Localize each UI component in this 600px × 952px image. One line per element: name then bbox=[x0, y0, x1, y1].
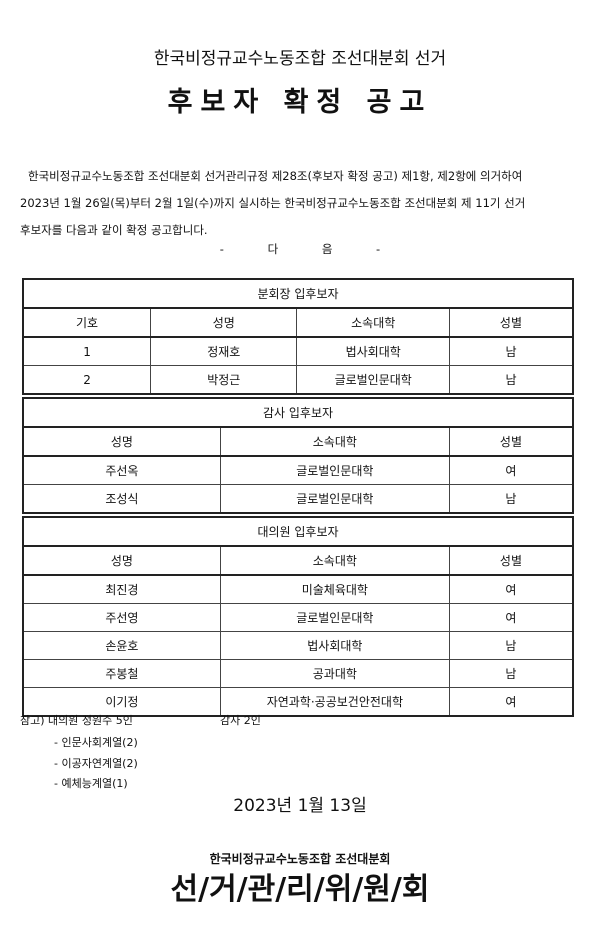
table-cell: 법사회대학 bbox=[219, 631, 450, 660]
candidate-table: 대의원 입후보자 성명 소속대학 성별 최진경 미술체육대학 여 주선영 글로벌인문대학 여 손윤호… bbox=[22, 516, 574, 717]
note-item: - 예체능계열(1) bbox=[54, 777, 128, 790]
table-row: 2 박정근 글로벌인문대학 남 bbox=[22, 365, 574, 395]
table-cell: 여 bbox=[448, 687, 574, 717]
table-cell: 글로벌인문대학 bbox=[219, 603, 450, 632]
note-audit: 감사 2인 bbox=[220, 714, 261, 727]
table-cell: 글로벌인문대학 bbox=[296, 365, 450, 395]
table-caption: 대의원 입후보자 bbox=[22, 516, 574, 547]
caption-row: 대의원 입후보자 bbox=[22, 516, 574, 547]
table-caption: 감사 입후보자 bbox=[22, 397, 574, 428]
candidate-table: 분회장 입후보자 기호 성명 소속대학 성별 1 정재호 법사회대학 남 2 박정근 글로벌인문대학 남 bbox=[22, 278, 574, 395]
table-cell: 여 bbox=[448, 455, 574, 485]
header-row: 성명 소속대학 성별 bbox=[22, 426, 574, 457]
body-line: 2023년 1월 26일(목)부터 2월 1일(수)까지 실시하는 한국비정규교… bbox=[20, 196, 526, 210]
note-item: - 이공자연계열(2) bbox=[54, 757, 138, 770]
table-cell: 소속대학 bbox=[219, 545, 450, 576]
table-cell: 성명 bbox=[22, 426, 221, 457]
table-cell: 박정근 bbox=[150, 365, 298, 395]
table-cell: 주봉철 bbox=[22, 659, 221, 688]
note-first: 참고) 대의원 정원수 5인 bbox=[20, 714, 133, 727]
table-cell: 여 bbox=[448, 574, 574, 604]
subtitle: 한국비정규교수노동조합 조선대분회 선거 bbox=[153, 49, 447, 69]
page-title: 후보자 확정 공고 bbox=[167, 87, 433, 118]
table-cell: 성명 bbox=[150, 307, 298, 338]
table-cell: 주선영 bbox=[22, 603, 221, 632]
table-row: 1 정재호 법사회대학 남 bbox=[22, 336, 574, 366]
candidate-table: 감사 입후보자 성명 소속대학 성별 주선옥 글로벌인문대학 여 조성식 글로벌인문대학 남 bbox=[22, 397, 574, 514]
table-row: 최진경 미술체육대학 여 bbox=[22, 574, 574, 604]
table-cell: 소속대학 bbox=[219, 426, 450, 457]
table-cell: 정재호 bbox=[150, 336, 298, 366]
table-cell: 여 bbox=[448, 603, 574, 632]
table-cell: 남 bbox=[448, 631, 574, 660]
table-row: 손윤호 법사회대학 남 bbox=[22, 631, 574, 660]
caption-row: 감사 입후보자 bbox=[22, 397, 574, 428]
table-row: 이기정 자연과학·공공보건안전대학 여 bbox=[22, 687, 574, 717]
table-cell: 공과대학 bbox=[219, 659, 450, 688]
table-cell: 성명 bbox=[22, 545, 221, 576]
table-row: 주봉철 공과대학 남 bbox=[22, 659, 574, 688]
body-line: 후보자를 다음과 같이 확정 공고합니다. bbox=[20, 223, 208, 237]
table-cell: 남 bbox=[448, 336, 574, 366]
table-cell: 미술체육대학 bbox=[219, 574, 450, 604]
table-cell: 글로벌인문대학 bbox=[219, 484, 450, 514]
table-cell: 성별 bbox=[448, 426, 574, 457]
table-cell: 손윤호 bbox=[22, 631, 221, 660]
da-eum: - 다 음 - bbox=[219, 242, 381, 256]
table-row: 조성식 글로벌인문대학 남 bbox=[22, 484, 574, 514]
table-cell: 이기정 bbox=[22, 687, 221, 717]
header-row: 기호 성명 소속대학 성별 bbox=[22, 307, 574, 338]
table-cell: 법사회대학 bbox=[296, 336, 450, 366]
organization: 한국비정규교수노동조합 조선대분회 bbox=[209, 852, 391, 866]
table-row: 주선옥 글로벌인문대학 여 bbox=[22, 455, 574, 485]
table-cell: 최진경 bbox=[22, 574, 221, 604]
caption-row: 분회장 입후보자 bbox=[22, 278, 574, 309]
table-cell: 글로벌인문대학 bbox=[219, 455, 450, 485]
table-cell: 자연과학·공공보건안전대학 bbox=[219, 687, 450, 717]
table-cell: 남 bbox=[448, 484, 574, 514]
table-cell: 남 bbox=[448, 659, 574, 688]
table-cell: 남 bbox=[448, 365, 574, 395]
header-row: 성명 소속대학 성별 bbox=[22, 545, 574, 576]
table-cell: 성별 bbox=[448, 545, 574, 576]
body-paragraph: 한국비정규교수노동조합 조선대분회 선거관리규정 제28조(후보자 확정 공고)… bbox=[20, 163, 580, 244]
notice-date: 2023년 1월 13일 bbox=[233, 796, 367, 816]
table-cell: 조성식 bbox=[22, 484, 221, 514]
table-cell: 2 bbox=[22, 365, 152, 395]
table-caption: 분회장 입후보자 bbox=[22, 278, 574, 309]
body-line: 한국비정규교수노동조합 조선대분회 선거관리규정 제28조(후보자 확정 공고)… bbox=[28, 169, 523, 183]
note-item: - 인문사회계열(2) bbox=[54, 736, 138, 749]
table-cell: 기호 bbox=[22, 307, 152, 338]
table-cell: 1 bbox=[22, 336, 152, 366]
committee-name: 선/거/관/리/위/원/회 bbox=[170, 872, 430, 907]
table-cell: 주선옥 bbox=[22, 455, 221, 485]
table-row: 주선영 글로벌인문대학 여 bbox=[22, 603, 574, 632]
table-cell: 성별 bbox=[448, 307, 574, 338]
table-cell: 소속대학 bbox=[296, 307, 450, 338]
